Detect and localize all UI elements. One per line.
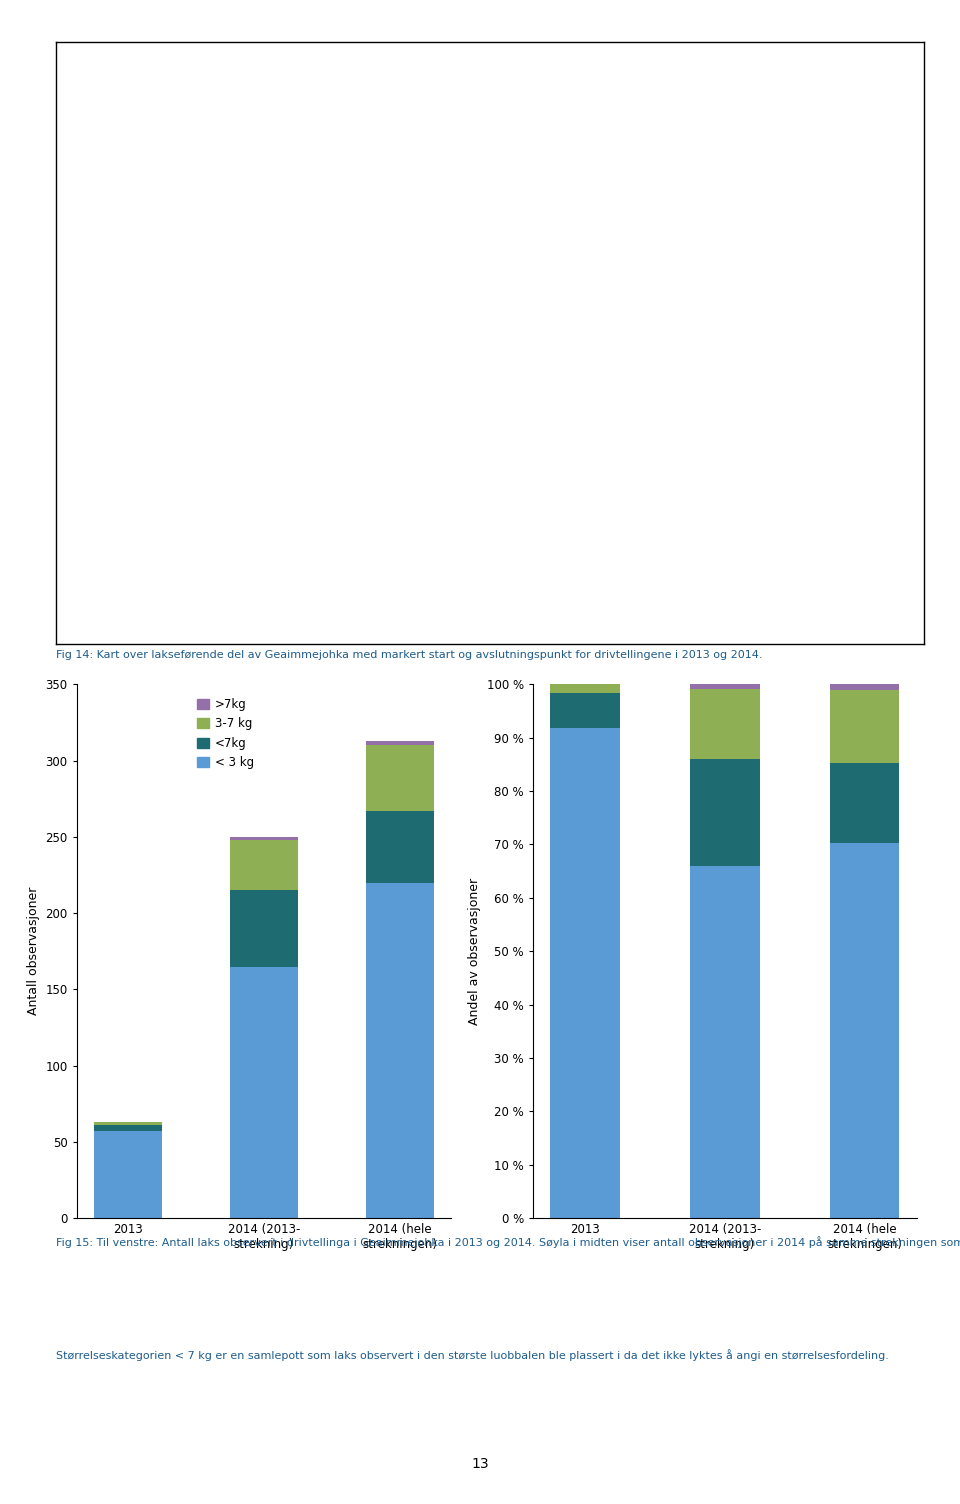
Bar	[690, 689, 759, 760]
Bar	[829, 763, 900, 842]
Legend: >7kg, 3-7 kg, <7kg, < 3 kg: >7kg, 3-7 kg, <7kg, < 3 kg	[195, 695, 256, 772]
Text: Størrelseskategorien < 7 kg er en samlepott som laks observert i den største luo: Størrelseskategorien < 7 kg er en samlep…	[56, 1349, 889, 1361]
Bar	[94, 1131, 162, 1218]
Y-axis label: Antall observasjoner: Antall observasjoner	[27, 887, 40, 1015]
Bar	[366, 746, 434, 811]
Bar	[230, 836, 298, 839]
Bar	[230, 890, 298, 967]
Y-axis label: Andel av observasjoner: Andel av observasjoner	[468, 878, 481, 1024]
Bar	[829, 690, 900, 763]
Bar	[94, 1125, 162, 1131]
Bar	[550, 693, 620, 728]
Bar	[94, 1122, 162, 1125]
Bar	[550, 684, 620, 693]
Text: Fig 15: Til venstre: Antall laks observert i drivtellinga i Geaimmejohka i 2013 : Fig 15: Til venstre: Antall laks observe…	[56, 1236, 960, 1248]
Bar	[366, 811, 434, 883]
Bar	[366, 741, 434, 746]
Bar	[230, 967, 298, 1218]
Bar	[690, 684, 759, 689]
Text: Fig 14: Kart over lakseførende del av Geaimmejohka med markert start og avslutni: Fig 14: Kart over lakseførende del av Ge…	[56, 650, 762, 660]
Bar	[690, 866, 759, 1218]
Bar	[829, 842, 900, 1218]
Bar	[690, 760, 759, 866]
Bar	[366, 883, 434, 1218]
Bar	[829, 684, 900, 690]
Bar	[230, 839, 298, 890]
Bar	[550, 728, 620, 1218]
Text: 13: 13	[471, 1457, 489, 1471]
